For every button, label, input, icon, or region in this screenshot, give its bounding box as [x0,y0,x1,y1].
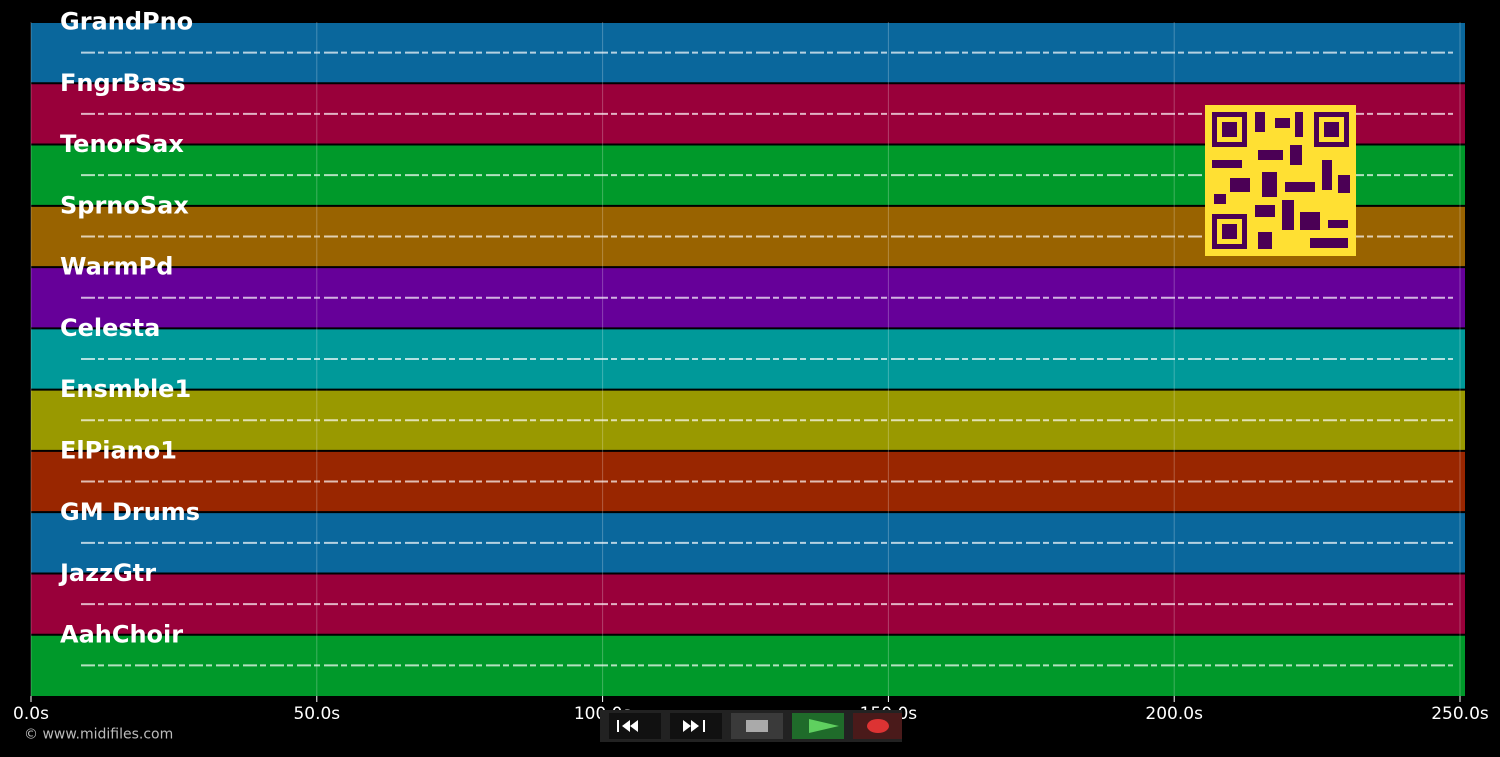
track-name: GM Drums [60,498,200,526]
tick-label: 0.0s [13,704,49,724]
footer: © www.midifiles.com [24,727,173,743]
track-name: FngrBass [60,69,186,97]
track-name: Ensmble1 [60,375,191,403]
tick-label: 50.0s [293,704,340,724]
track-name: AahChoir [60,620,183,648]
track-name: JazzGtr [58,559,156,587]
play-button[interactable] [792,713,844,739]
track-name: WarmPd [60,253,173,281]
tick-label: 200.0s [1145,704,1203,724]
track-name: Celesta [60,314,160,342]
qr-code [1205,105,1356,256]
forward-button[interactable] [670,713,722,739]
stop-button[interactable] [731,713,783,739]
transport-controls [600,710,902,742]
lane-names: GrandPno FngrBass TenorSax SprnoSax WarmPd Ce… [58,8,200,649]
tick-label: 250.0s [1431,704,1489,724]
track-name: GrandPno [60,8,193,36]
rewind-button[interactable] [609,713,661,739]
grid [30,22,1461,696]
track-name: ElPiano1 [60,437,177,465]
record-button[interactable] [853,713,902,739]
track-name: TenorSax [60,130,184,158]
track-name: SprnoSax [60,191,189,219]
